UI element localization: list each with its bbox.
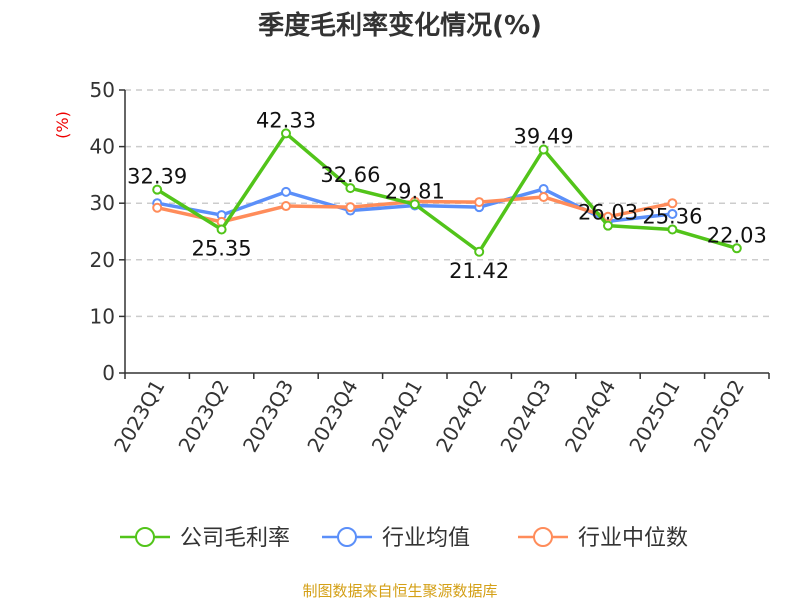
data-label: 22.03 xyxy=(707,223,767,247)
data-point xyxy=(667,208,678,219)
data-label: 39.49 xyxy=(514,124,574,148)
data-point xyxy=(538,144,549,155)
data-point xyxy=(538,184,549,195)
legend-label: 行业中位数 xyxy=(578,526,688,551)
data-label: 32.66 xyxy=(320,163,380,187)
x-tick-label: 2025Q1 xyxy=(624,376,684,457)
x-tick-label: 2025Q2 xyxy=(689,376,749,457)
legend-marker-icon xyxy=(533,527,553,547)
y-axis-label: (%) xyxy=(53,111,72,139)
data-point xyxy=(603,220,613,231)
y-tick-label: 30 xyxy=(90,191,115,215)
data-label: 25.35 xyxy=(192,237,252,261)
data-point xyxy=(216,224,227,235)
data-label: 29.81 xyxy=(385,179,445,203)
x-tick-label: 2024Q2 xyxy=(431,376,491,457)
data-label: 42.33 xyxy=(256,108,316,132)
data-point xyxy=(474,197,485,208)
data-point xyxy=(345,183,356,194)
x-tick-label: 2024Q1 xyxy=(367,376,427,457)
data-point xyxy=(731,243,742,254)
data-point xyxy=(281,201,291,212)
data-point xyxy=(667,224,678,235)
data-point xyxy=(409,199,420,210)
series-line-0 xyxy=(156,131,738,254)
data-label: 26.03 xyxy=(578,201,638,225)
legend-item-0[interactable]: 公司毛利率 xyxy=(120,526,290,551)
data-label: 21.42 xyxy=(449,259,509,283)
y-tick-label: 20 xyxy=(90,248,115,272)
legend-item-1[interactable]: 行业均值 xyxy=(322,526,470,551)
y-tick-label: 0 xyxy=(102,361,115,385)
data-point xyxy=(152,184,163,195)
x-tick-label: 2023Q3 xyxy=(238,376,298,457)
legend-label: 行业均值 xyxy=(382,526,470,551)
x-tick-label: 2023Q1 xyxy=(109,376,169,457)
y-tick-label: 40 xyxy=(90,135,115,159)
data-label: 32.39 xyxy=(127,165,187,189)
x-tick-label: 2023Q2 xyxy=(173,376,233,457)
data-point xyxy=(474,246,485,257)
x-tick-label: 2023Q4 xyxy=(302,376,362,457)
data-point xyxy=(345,202,356,213)
legend-marker-icon xyxy=(135,527,155,547)
data-point xyxy=(152,202,163,213)
y-tick-label: 10 xyxy=(90,304,115,328)
y-tick-label: 50 xyxy=(90,78,115,102)
data-point xyxy=(281,186,291,197)
data-point xyxy=(667,198,678,209)
data-point xyxy=(281,128,291,139)
legend-item-2[interactable]: 行业中位数 xyxy=(518,526,688,551)
x-tick-label: 2024Q4 xyxy=(560,376,620,457)
legend-label: 公司毛利率 xyxy=(180,526,290,551)
data-point xyxy=(538,191,549,202)
data-label: 25.36 xyxy=(642,204,702,228)
legend-marker-icon xyxy=(337,527,357,547)
x-tick-label: 2024Q3 xyxy=(495,376,555,457)
source-note: 制图数据来自恒生聚源数据库 xyxy=(302,582,497,600)
chart-title: 季度毛利率变化情况(%) xyxy=(258,10,542,41)
